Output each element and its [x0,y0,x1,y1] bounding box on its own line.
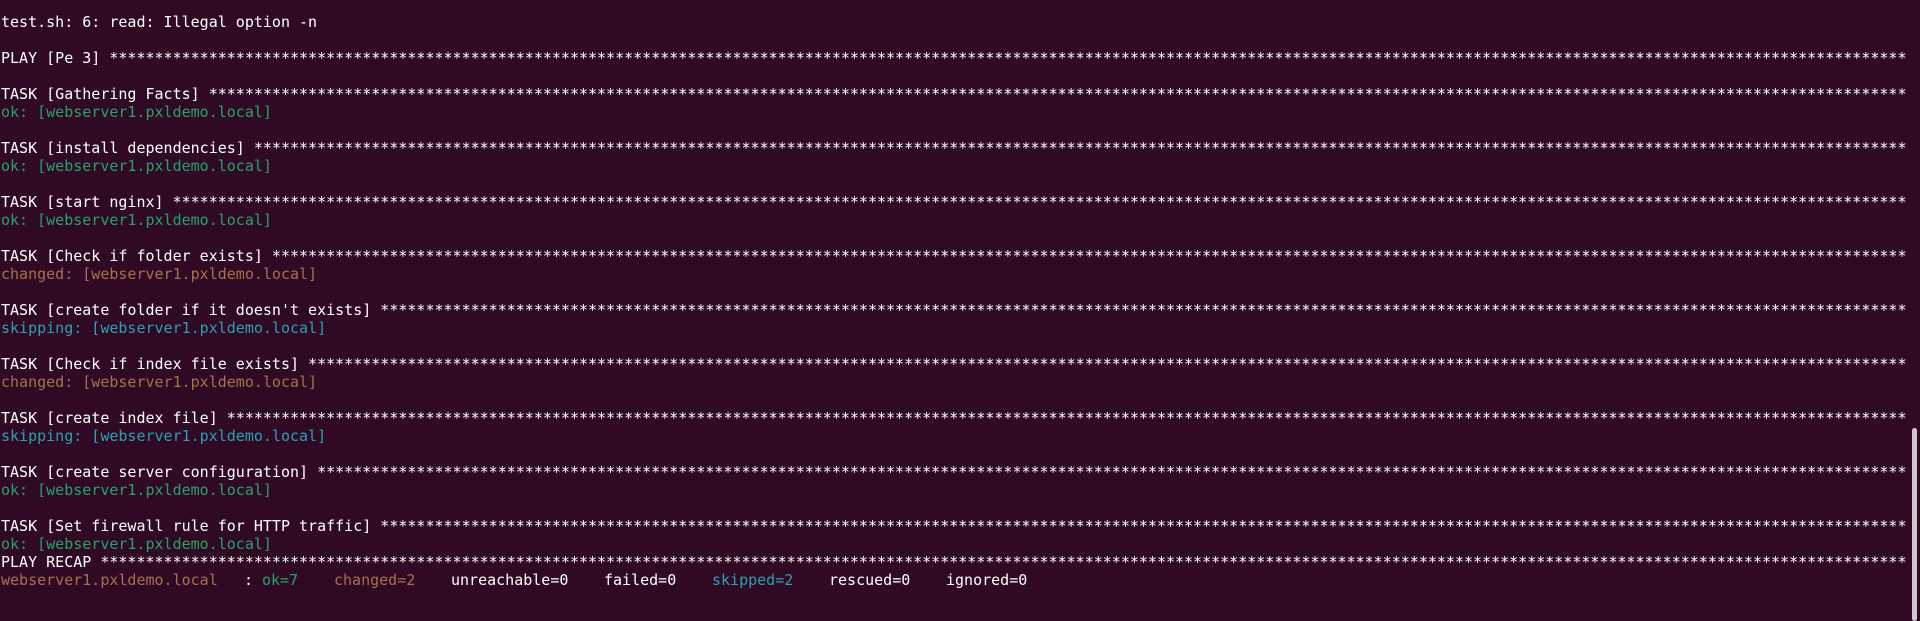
task-header: TASK [create server configuration] *****… [1,463,1906,481]
task-result: ok: [webserver1.pxldemo.local] [1,481,272,499]
task-header: TASK [install dependencies] ************… [1,139,1906,157]
recap-item: ok=7 [262,571,299,589]
recap-item: unreachable=0 [451,571,569,589]
recap-item: ignored=0 [946,571,1028,589]
task-header: TASK [create index file] ***************… [1,409,1906,427]
recap-item: failed=0 [604,571,677,589]
task-result: ok: [webserver1.pxldemo.local] [1,535,272,553]
task-header: TASK [Gathering Facts] *****************… [1,85,1906,103]
task-header: TASK [create folder if it doesn't exists… [1,301,1906,319]
task-result: changed: [webserver1.pxldemo.local] [1,265,318,283]
task-result: changed: [webserver1.pxldemo.local] [1,373,318,391]
play-header: PLAY [Pe 3] ****************************… [1,49,1906,67]
recap-line: webserver1.pxldemo.local: ok=7 changed=2 un… [1,571,1906,589]
task-header: TASK [Set firewall rule for HTTP traffic… [1,517,1906,535]
recap-item: webserver1.pxldemo.local [1,571,218,589]
recap-item: changed=2 [334,571,416,589]
task-header: TASK [Check if index file exists] ******… [1,355,1906,373]
task-header: TASK [Check if folder exists] **********… [1,247,1906,265]
task-header: TASK [start nginx] *********************… [1,193,1906,211]
recap-item: rescued=0 [829,571,911,589]
scrollbar[interactable] [1912,428,1917,621]
task-result: ok: [webserver1.pxldemo.local] [1,103,272,121]
task-result: skipping: [webserver1.pxldemo.local] [1,319,327,337]
recap-header: PLAY RECAP *****************************… [1,553,1906,571]
recap-item: skipped=2 [712,571,794,589]
error-line: test.sh: 6: read: Illegal option -n [1,13,318,31]
task-result: ok: [webserver1.pxldemo.local] [1,211,272,229]
task-result: skipping: [webserver1.pxldemo.local] [1,427,327,445]
task-result: ok: [webserver1.pxldemo.local] [1,157,272,175]
recap-item: : [244,571,254,589]
